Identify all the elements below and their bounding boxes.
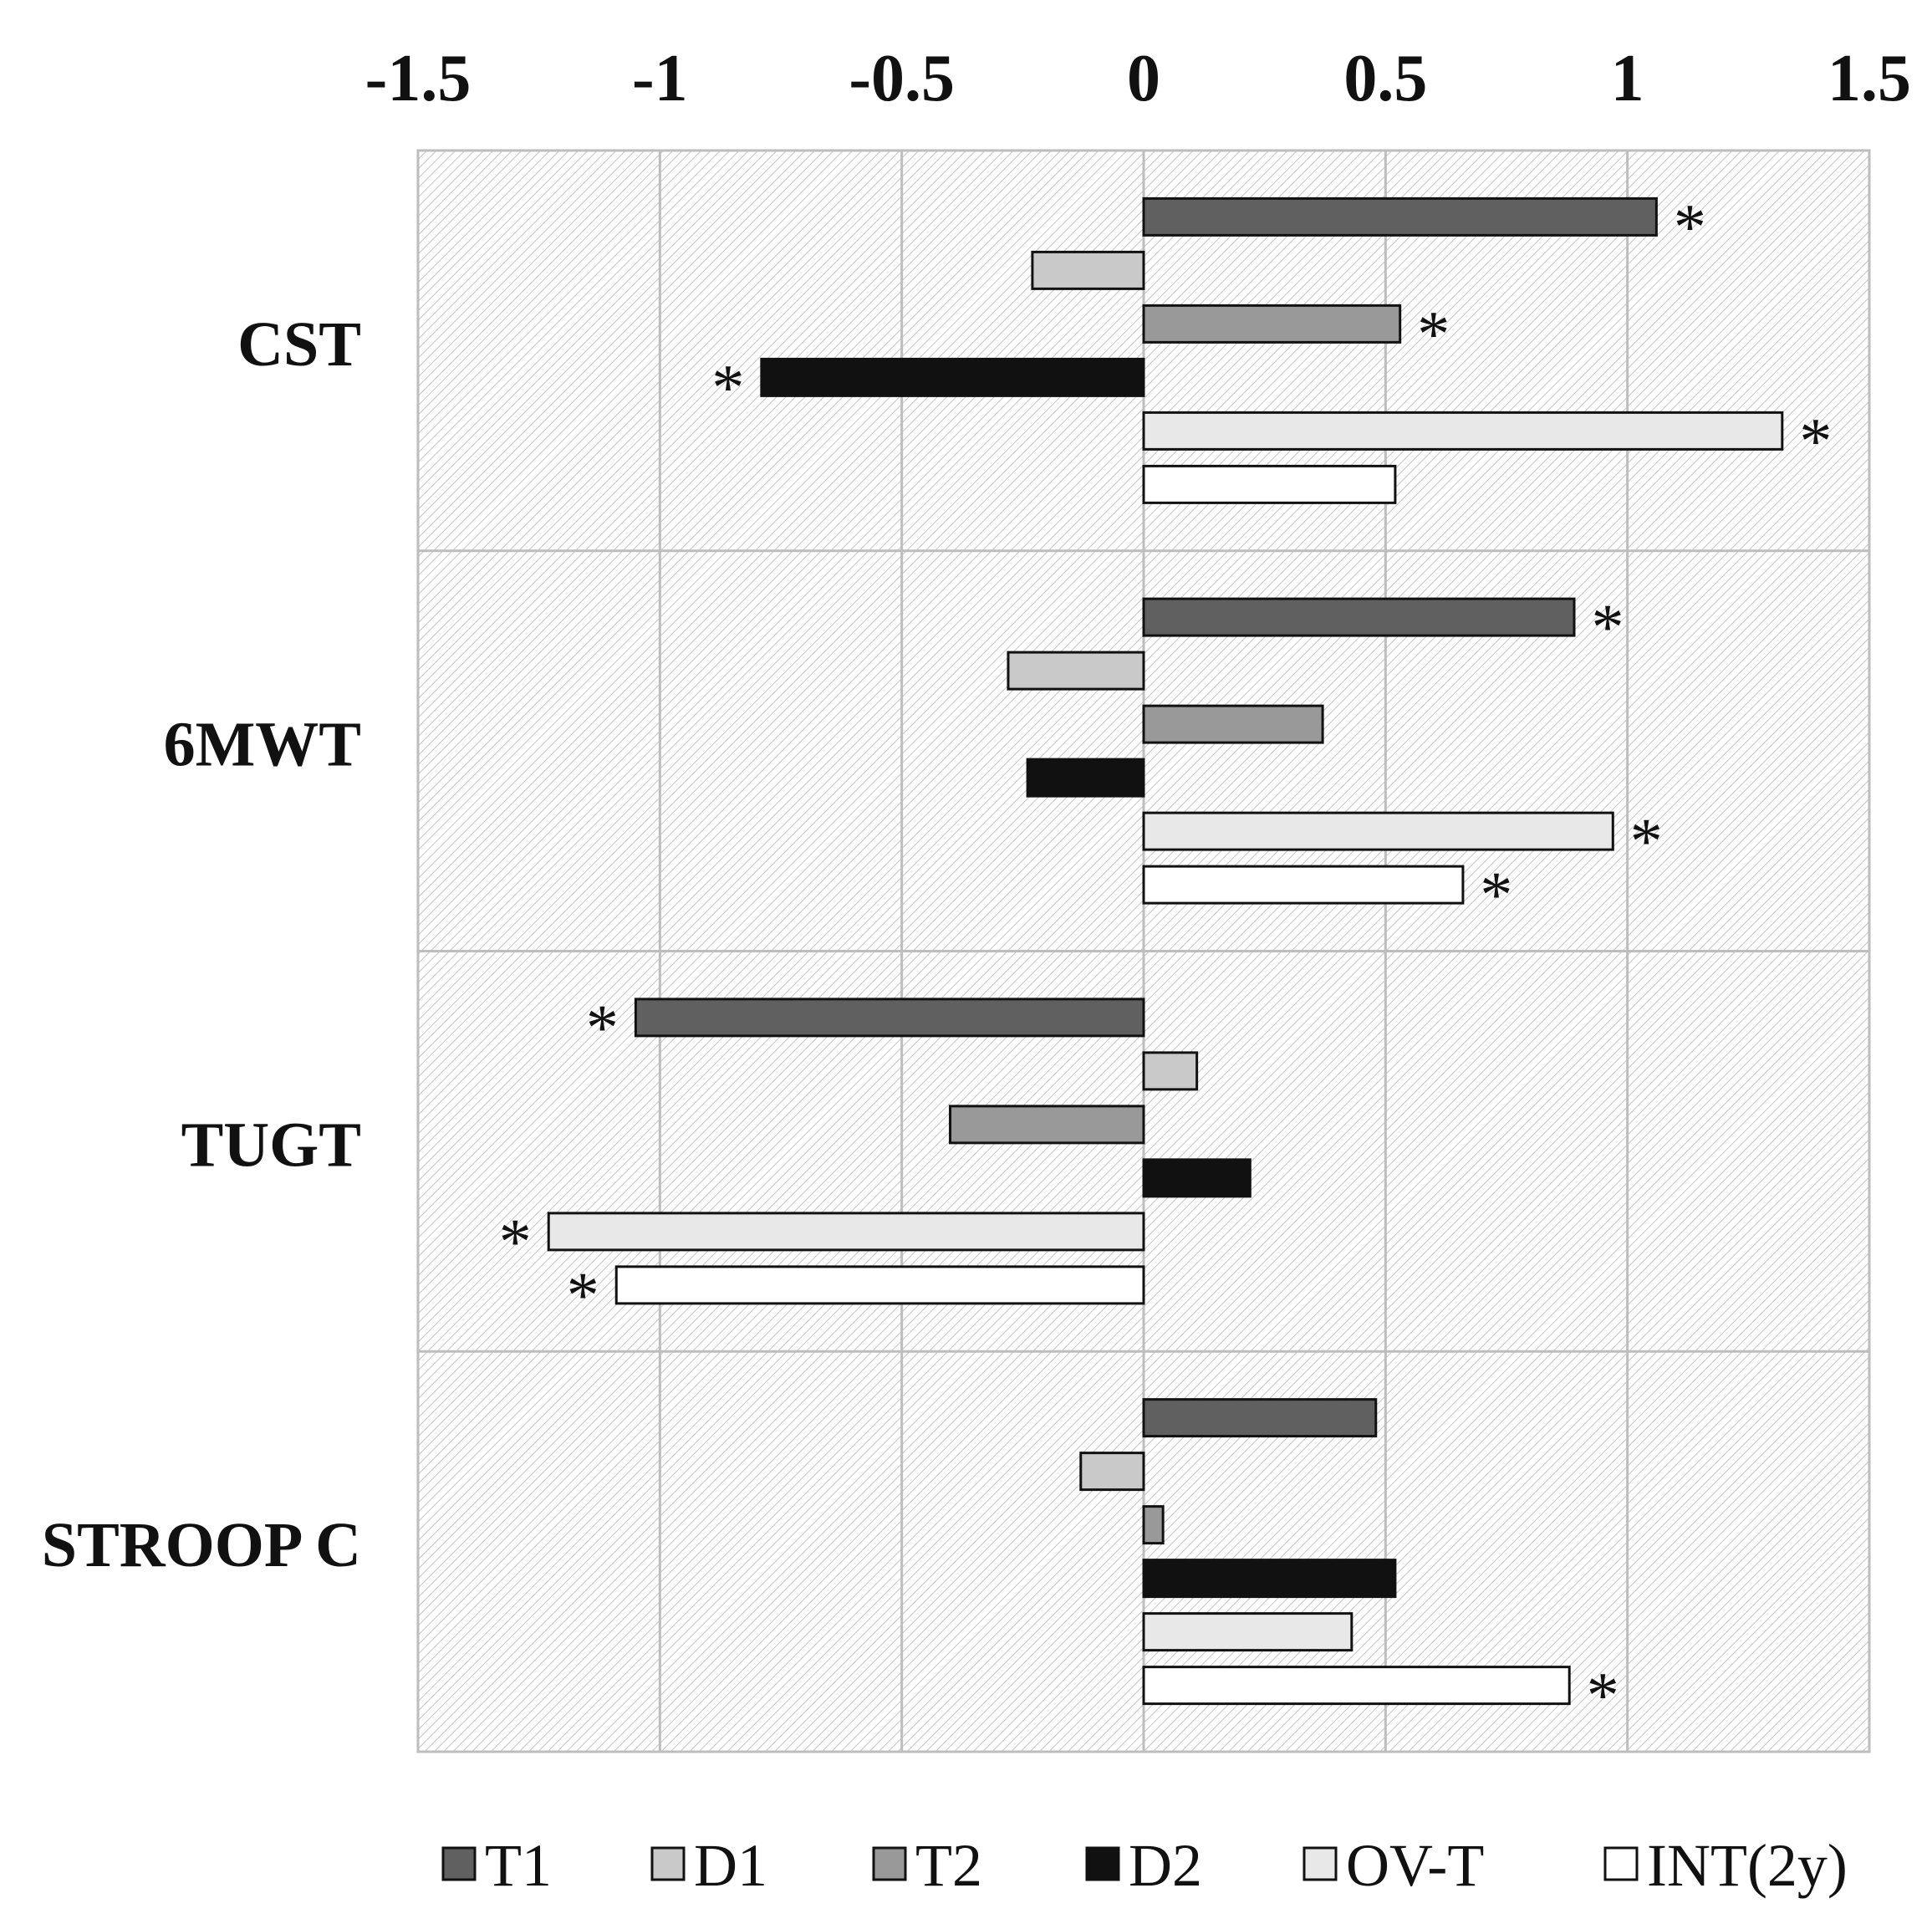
- x-tick-label: 0: [1127, 42, 1160, 115]
- x-tick-label: -1: [632, 42, 688, 115]
- significance-marker: *: [1480, 858, 1512, 931]
- bar: [1142, 1505, 1165, 1545]
- significance-markers: * * * * * * * * * * *: [499, 190, 1833, 1731]
- bar-series: [547, 196, 1784, 1706]
- bar: [1031, 250, 1145, 290]
- significance-marker: *: [1587, 1659, 1619, 1732]
- bar: [634, 998, 1145, 1038]
- category-label: TUGT: [181, 1110, 361, 1180]
- legend-label: T1: [485, 1832, 552, 1899]
- bar: [1026, 758, 1145, 798]
- bar: [614, 1265, 1145, 1305]
- legend: T1 D1 T2 D2 OV-T INT(2y): [441, 1832, 1848, 1899]
- category-label: STROOP C: [42, 1510, 361, 1580]
- bar: [1079, 1452, 1145, 1492]
- category-labels: CST 6MWT TUGT STROOP C: [42, 309, 361, 1580]
- bar: [1142, 597, 1576, 637]
- significance-marker: *: [1417, 297, 1450, 370]
- legend-swatch: [1085, 1846, 1120, 1881]
- legend-swatch: [872, 1846, 907, 1881]
- significance-marker: *: [1674, 190, 1706, 263]
- legend-label: D2: [1129, 1832, 1202, 1899]
- significance-marker: *: [1630, 804, 1663, 877]
- significance-marker: *: [567, 1258, 599, 1331]
- bar: [1142, 411, 1784, 451]
- x-tick-label: 1: [1611, 42, 1644, 115]
- bar: [1142, 1158, 1251, 1198]
- bar: [1142, 1559, 1397, 1599]
- category-label: CST: [237, 309, 361, 380]
- significance-marker: *: [711, 350, 744, 423]
- bar: [1142, 1051, 1199, 1091]
- legend-label: INT(2y): [1647, 1832, 1848, 1899]
- bar: [1142, 811, 1614, 851]
- significance-marker: *: [1592, 590, 1624, 663]
- significance-marker: *: [1799, 404, 1832, 477]
- bar: [547, 1212, 1145, 1252]
- legend-swatch: [441, 1846, 477, 1881]
- bar: [1142, 464, 1397, 504]
- x-tick-label: 0.5: [1343, 42, 1427, 115]
- bar: [949, 1105, 1145, 1145]
- bar: [1142, 1666, 1571, 1706]
- bar: [1142, 304, 1402, 344]
- significance-marker: *: [499, 1205, 532, 1278]
- bar: [760, 357, 1145, 397]
- legend-label: T2: [915, 1832, 982, 1899]
- significance-marker: *: [586, 991, 619, 1064]
- bar: [1007, 651, 1145, 691]
- bar: [1142, 865, 1465, 905]
- legend-swatch: [650, 1846, 686, 1881]
- legend-swatch: [1302, 1846, 1338, 1881]
- category-label: 6MWT: [164, 710, 361, 780]
- legend-label: D1: [694, 1832, 767, 1899]
- x-axis-ticks: -1.5 -1 -0.5 0 0.5 1 1.5: [365, 42, 1911, 115]
- x-tick-label: -0.5: [849, 42, 955, 115]
- x-tick-label: -1.5: [365, 42, 472, 115]
- bar: [1142, 1398, 1378, 1438]
- bar: [1142, 1612, 1353, 1652]
- legend-label: OV-T: [1346, 1832, 1484, 1899]
- bar: [1142, 196, 1658, 237]
- gridlines: [416, 151, 1871, 1752]
- legend-swatch: [1603, 1846, 1639, 1881]
- x-tick-label: 1.5: [1827, 42, 1911, 115]
- bar: [1142, 704, 1324, 744]
